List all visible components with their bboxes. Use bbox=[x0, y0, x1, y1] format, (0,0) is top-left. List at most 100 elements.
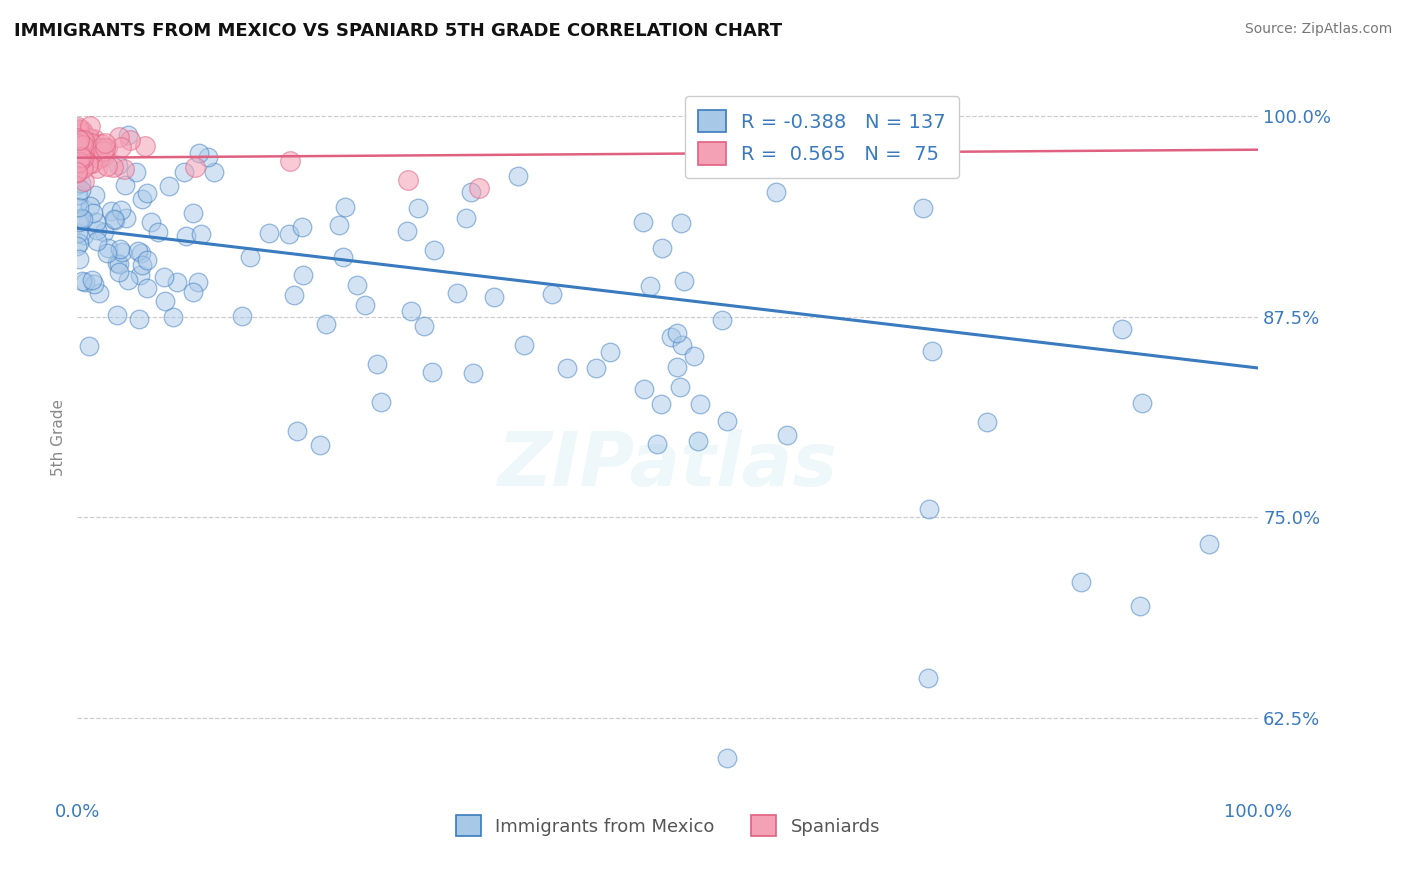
Point bbox=[541, 287, 564, 301]
Point bbox=[420, 366, 443, 380]
Text: ZIPatlas: ZIPatlas bbox=[498, 429, 838, 502]
Point bbox=[716, 751, 738, 765]
Point bbox=[67, 120, 90, 135]
Point bbox=[72, 126, 94, 140]
Point bbox=[84, 187, 107, 202]
Point bbox=[108, 257, 131, 271]
Point bbox=[97, 242, 120, 256]
Text: IMMIGRANTS FROM MEXICO VS SPANIARD 5TH GRADE CORRELATION CHART: IMMIGRANTS FROM MEXICO VS SPANIARD 5TH G… bbox=[14, 22, 782, 40]
Point bbox=[468, 181, 491, 195]
Point bbox=[72, 137, 94, 152]
Point bbox=[69, 176, 91, 190]
Point bbox=[693, 138, 716, 153]
Point bbox=[114, 178, 136, 193]
Point bbox=[70, 150, 93, 164]
Point bbox=[231, 310, 253, 324]
Point bbox=[162, 310, 184, 324]
Point bbox=[136, 280, 159, 294]
Point bbox=[107, 158, 129, 172]
Point bbox=[396, 173, 419, 187]
Point bbox=[1111, 322, 1133, 336]
Point bbox=[70, 123, 93, 137]
Point bbox=[291, 219, 314, 234]
Point bbox=[72, 152, 94, 166]
Point bbox=[446, 285, 468, 300]
Point bbox=[129, 268, 152, 282]
Point bbox=[257, 226, 280, 240]
Point bbox=[66, 238, 89, 252]
Point bbox=[66, 165, 89, 179]
Point bbox=[76, 157, 98, 171]
Point bbox=[66, 137, 89, 152]
Point bbox=[87, 151, 110, 165]
Point bbox=[67, 122, 90, 136]
Point bbox=[83, 150, 105, 164]
Point bbox=[190, 227, 212, 241]
Point bbox=[69, 152, 91, 166]
Point bbox=[67, 144, 90, 158]
Point bbox=[66, 178, 89, 193]
Point bbox=[67, 155, 90, 169]
Point bbox=[117, 272, 139, 286]
Point bbox=[716, 414, 738, 428]
Point bbox=[67, 123, 90, 137]
Point bbox=[67, 215, 90, 229]
Point bbox=[105, 308, 128, 322]
Point bbox=[67, 156, 90, 170]
Point bbox=[70, 127, 93, 141]
Point bbox=[366, 358, 388, 372]
Point bbox=[83, 132, 105, 146]
Point bbox=[650, 397, 672, 411]
Point bbox=[278, 153, 301, 168]
Point bbox=[173, 165, 195, 179]
Point bbox=[75, 148, 97, 162]
Point bbox=[93, 225, 115, 239]
Point bbox=[396, 224, 419, 238]
Point bbox=[89, 141, 111, 155]
Point bbox=[328, 218, 350, 232]
Point bbox=[67, 138, 90, 153]
Point bbox=[174, 229, 197, 244]
Point bbox=[66, 145, 89, 160]
Point bbox=[921, 344, 943, 359]
Point bbox=[129, 246, 152, 260]
Point bbox=[669, 216, 692, 230]
Point bbox=[67, 226, 90, 240]
Point bbox=[181, 206, 204, 220]
Point bbox=[66, 166, 89, 180]
Y-axis label: 5th Grade: 5th Grade bbox=[51, 399, 66, 475]
Point bbox=[599, 344, 621, 359]
Point bbox=[181, 285, 204, 299]
Point bbox=[482, 290, 505, 304]
Point bbox=[976, 416, 998, 430]
Point bbox=[917, 671, 939, 685]
Point bbox=[67, 144, 90, 158]
Point bbox=[94, 141, 117, 155]
Point bbox=[101, 161, 124, 175]
Point bbox=[73, 227, 96, 242]
Point bbox=[146, 225, 169, 239]
Point bbox=[79, 147, 101, 161]
Point bbox=[104, 212, 127, 227]
Point bbox=[73, 134, 96, 148]
Point bbox=[69, 150, 91, 164]
Point bbox=[283, 288, 305, 302]
Point bbox=[111, 244, 134, 259]
Point bbox=[66, 163, 89, 178]
Point bbox=[682, 349, 704, 363]
Point bbox=[659, 330, 682, 344]
Point bbox=[134, 139, 156, 153]
Point bbox=[86, 234, 108, 248]
Point bbox=[70, 211, 93, 225]
Point bbox=[454, 211, 477, 226]
Point bbox=[108, 264, 131, 278]
Point bbox=[86, 161, 108, 175]
Point bbox=[67, 136, 90, 151]
Point bbox=[184, 161, 207, 175]
Point bbox=[136, 252, 159, 267]
Point bbox=[73, 142, 96, 156]
Point bbox=[86, 223, 108, 237]
Point bbox=[69, 140, 91, 154]
Point bbox=[128, 312, 150, 326]
Point bbox=[66, 138, 89, 153]
